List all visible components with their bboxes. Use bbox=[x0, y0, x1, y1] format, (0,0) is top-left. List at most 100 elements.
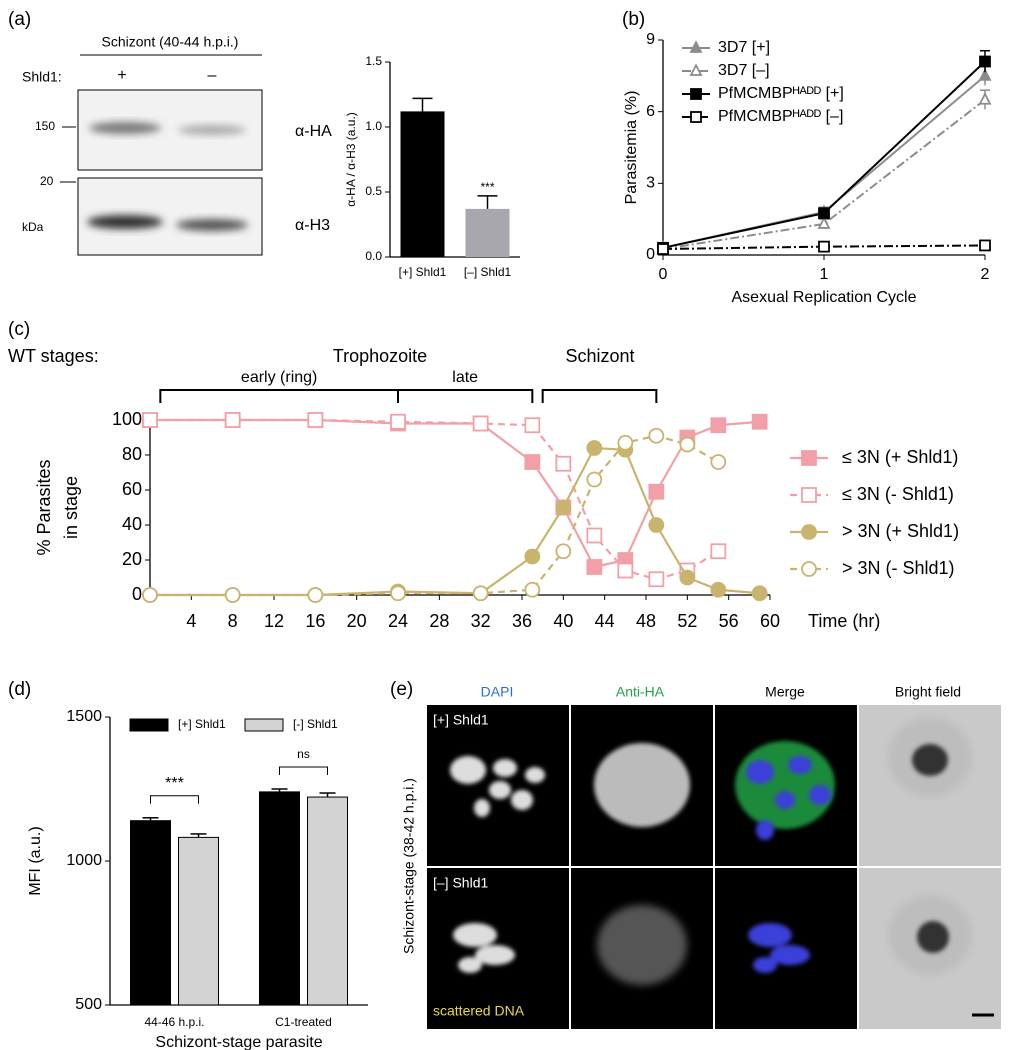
y-tick-label: 80 bbox=[122, 444, 142, 464]
cell bbox=[917, 921, 949, 953]
band bbox=[178, 125, 246, 135]
y-tick-label: 1000 bbox=[66, 852, 102, 869]
legend-label: [+] Shld1 bbox=[178, 717, 226, 731]
merge-blue bbox=[746, 756, 831, 973]
marker bbox=[524, 581, 541, 598]
marker bbox=[818, 207, 830, 220]
micrographs: DAPI Anti-HA Merge Bright field Schizont… bbox=[401, 684, 1001, 1029]
y-tick-label: 60 bbox=[122, 479, 142, 499]
panel-label: (e) bbox=[390, 679, 413, 700]
marker bbox=[679, 569, 696, 586]
x-tick-label: 44 bbox=[595, 611, 615, 631]
stage-label: Schizont bbox=[565, 346, 634, 366]
x-tick-label: 2 bbox=[981, 266, 990, 283]
ha-signal bbox=[597, 905, 687, 985]
marker bbox=[979, 239, 991, 252]
marker bbox=[390, 413, 406, 430]
band bbox=[89, 122, 161, 134]
column-header: DAPI bbox=[481, 684, 514, 700]
legend-marker bbox=[801, 524, 817, 540]
legend-label: ≤ 3N (- Shld1) bbox=[842, 484, 954, 504]
treatment-label: Shld1: bbox=[22, 69, 62, 85]
marker bbox=[555, 543, 572, 560]
panel-label: (c) bbox=[8, 319, 30, 340]
lane-label: + bbox=[117, 67, 126, 84]
x-tick-label: 8 bbox=[228, 611, 238, 631]
x-axis-label: Time (hr) bbox=[808, 611, 880, 631]
column-header: Anti-HA bbox=[616, 684, 665, 700]
marker bbox=[586, 527, 603, 544]
row-label: [+] Shld1 bbox=[433, 712, 489, 728]
mw-marker: 20 bbox=[40, 174, 54, 188]
x-tick-label: 36 bbox=[512, 611, 532, 631]
marker bbox=[979, 55, 991, 68]
x-tick-label: 44-46 h.p.i. bbox=[144, 1015, 204, 1029]
stage-bracket bbox=[541, 389, 658, 403]
marker bbox=[524, 548, 541, 565]
x-tick-label: 52 bbox=[677, 611, 697, 631]
stage-label: Trophozoite bbox=[333, 346, 427, 366]
band bbox=[87, 215, 163, 229]
legend-label: ≤ 3N (+ Shld1) bbox=[842, 447, 958, 467]
legend-marker bbox=[801, 561, 817, 577]
antibody-label: α-HA bbox=[295, 123, 332, 140]
marker bbox=[555, 455, 572, 472]
x-tick-label: 12 bbox=[264, 611, 284, 631]
y-tick-label: 0.0 bbox=[365, 249, 382, 263]
marker bbox=[648, 483, 665, 500]
y-tick-label: 1.0 bbox=[365, 119, 382, 133]
bar bbox=[400, 111, 445, 258]
y-tick-label: 3 bbox=[646, 175, 655, 192]
marker bbox=[472, 415, 489, 432]
y-axis-label: in stage bbox=[61, 476, 81, 539]
marker bbox=[710, 454, 727, 470]
marker bbox=[648, 427, 665, 444]
x-tick-label: 40 bbox=[553, 611, 573, 631]
series-line bbox=[662, 98, 986, 251]
x-tick-label: 24 bbox=[388, 611, 408, 631]
panel-label: (d) bbox=[8, 679, 31, 700]
antibody-label: α-H3 bbox=[295, 217, 330, 234]
y-tick-label: 0.5 bbox=[365, 184, 382, 198]
ha-signal bbox=[594, 743, 690, 827]
legend-marker bbox=[689, 63, 703, 76]
bar bbox=[130, 820, 171, 1006]
marker bbox=[307, 412, 324, 428]
marker bbox=[617, 434, 634, 451]
y-tick-label: 1.5 bbox=[365, 54, 382, 68]
x-tick-label: 4 bbox=[186, 611, 196, 631]
legend-marker bbox=[690, 88, 702, 100]
marker bbox=[978, 91, 992, 105]
marker bbox=[978, 68, 992, 81]
marker bbox=[142, 587, 158, 603]
marker bbox=[586, 440, 603, 456]
legend-marker bbox=[801, 487, 817, 503]
marker bbox=[751, 585, 768, 602]
column-header: Bright field bbox=[895, 684, 961, 700]
stage-bracket bbox=[159, 389, 399, 403]
legend-label: 3D7 [+] bbox=[718, 39, 770, 56]
x-tick-label: 60 bbox=[760, 611, 780, 631]
legend-label: [-] Shld1 bbox=[293, 717, 338, 731]
x-tick-label: C1-treated bbox=[275, 1015, 332, 1029]
legend-label: > 3N (- Shld1) bbox=[842, 558, 955, 578]
legend-label: 3D7 [–] bbox=[718, 62, 770, 79]
significance-bracket bbox=[150, 795, 199, 804]
legend-marker bbox=[801, 450, 817, 466]
legend-label: PfMCMBPᴴᴬᴰᴰ [–] bbox=[718, 108, 843, 125]
band bbox=[176, 219, 248, 231]
legend-marker bbox=[690, 111, 702, 123]
marker bbox=[710, 417, 727, 434]
y-tick-label: 40 bbox=[122, 514, 142, 534]
panel-label: (b) bbox=[622, 9, 645, 30]
marker bbox=[657, 243, 669, 255]
panel-label: (a) bbox=[8, 9, 31, 30]
marker bbox=[586, 471, 603, 488]
x-tick-label: 1 bbox=[820, 266, 829, 283]
lane-label: – bbox=[208, 67, 217, 84]
legend-marker bbox=[689, 40, 703, 53]
y-tick-label: 0 bbox=[646, 246, 655, 263]
y-axis-label: MFI (a.u.) bbox=[27, 826, 44, 895]
bar bbox=[259, 791, 300, 1006]
x-tick-label: 32 bbox=[471, 611, 491, 631]
